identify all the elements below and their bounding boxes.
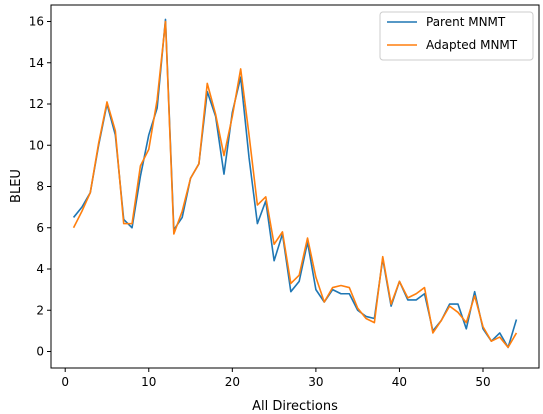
y-tick-label: 6 xyxy=(36,221,44,235)
y-tick-label: 12 xyxy=(29,97,44,111)
legend-box xyxy=(379,11,534,61)
x-tick-label: 0 xyxy=(61,375,69,389)
x-tick-label: 30 xyxy=(308,375,323,389)
x-tick-label: 40 xyxy=(392,375,407,389)
x-axis-ticks: 0 10 20 30 40 50 xyxy=(61,368,491,389)
y-tick-label: 8 xyxy=(36,180,44,194)
x-tick-label: 50 xyxy=(475,375,490,389)
plot-frame xyxy=(50,4,540,369)
y-tick-label: 2 xyxy=(36,303,44,317)
x-axis-label: All Directions xyxy=(252,399,338,414)
y-axis-label: BLEU xyxy=(9,169,24,203)
legend: Parent MNMT Adapted MNMT xyxy=(379,11,534,61)
series-layer xyxy=(72,18,518,349)
y-tick-label: 0 xyxy=(36,345,44,359)
legend-label-adapted: Adapted MNMT xyxy=(426,38,518,52)
y-tick-label: 16 xyxy=(29,15,44,29)
legend-label-parent: Parent MNMT xyxy=(426,15,506,29)
x-tick-label: 10 xyxy=(141,375,156,389)
y-axis-ticks: 0 2 4 6 8 10 12 14 16 xyxy=(29,15,51,359)
y-tick-label: 4 xyxy=(36,262,44,276)
plot-area xyxy=(51,5,539,368)
x-tick-label: 20 xyxy=(225,375,240,389)
y-tick-label: 10 xyxy=(29,138,44,152)
y-tick-label: 14 xyxy=(29,56,44,70)
series-line-adapted-mnmt xyxy=(72,20,518,349)
